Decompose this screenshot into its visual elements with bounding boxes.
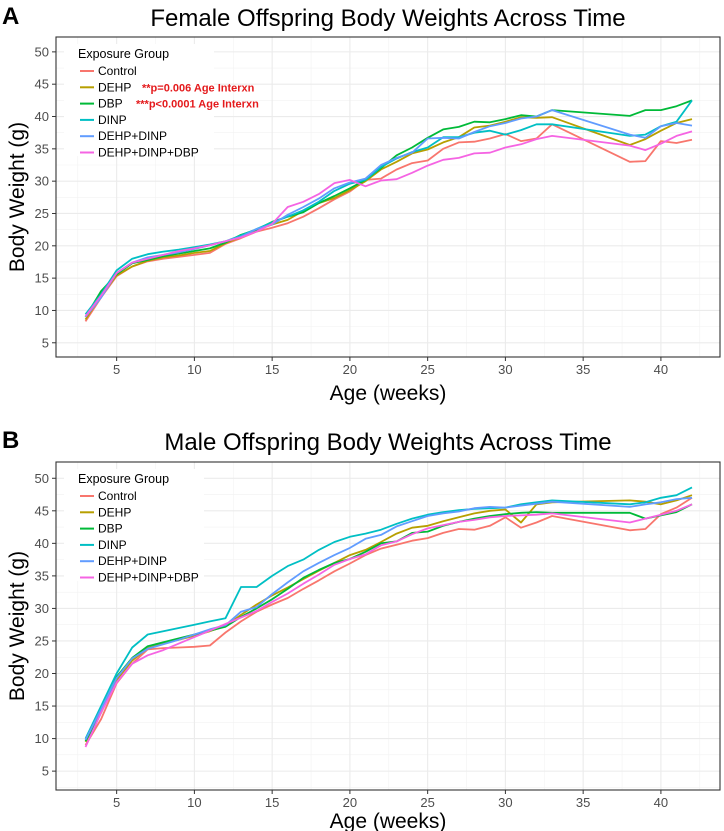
panel-label-b: B (2, 427, 19, 454)
y-tick-label: 45 (35, 77, 49, 92)
legend-background (64, 44, 214, 156)
x-tick-label: 40 (654, 795, 668, 810)
female-series-line-dinp (84, 99, 693, 315)
y-tick-label: 50 (35, 44, 49, 59)
legend-label: DEHP+DINP (98, 129, 167, 143)
legend-label: Control (98, 489, 137, 503)
legend-label: Control (98, 64, 137, 78)
male-series-line-dehp-dinp-dbp (84, 503, 693, 748)
legend-background (64, 469, 204, 581)
y-tick-label: 25 (35, 633, 49, 648)
x-tick-label: 35 (576, 362, 590, 377)
legend-label: DEHP (98, 80, 131, 94)
y-tick-label: 20 (35, 666, 49, 681)
x-tick-label: 40 (654, 362, 668, 377)
y-tick-label: 15 (35, 699, 49, 714)
legend-label: DEHP+DINP+DBP (98, 571, 199, 585)
female-series-line-dehp-dinp (84, 109, 693, 318)
x-tick-label: 15 (265, 362, 279, 377)
significance-annotation-dehp: **p=0.006 Age Interxn (142, 82, 255, 94)
y-tick-label: 30 (35, 174, 49, 189)
x-tick-label: 15 (265, 795, 279, 810)
y-tick-label: 40 (35, 109, 49, 124)
x-tick-label: 5 (113, 362, 120, 377)
panel-label-a: A (2, 3, 19, 30)
chart-title-male: Male Offspring Body Weights Across Time (164, 429, 611, 456)
legend-label: DEHP+DINP (98, 554, 167, 568)
legend-label: DINP (98, 538, 127, 552)
x-tick-label: 5 (113, 795, 120, 810)
x-tick-label: 20 (343, 795, 357, 810)
y-axis-title-female: Body Weight (g) (6, 122, 29, 272)
y-axis-title-male: Body Weight (g) (6, 551, 29, 701)
y-tick-label: 20 (35, 238, 49, 253)
male-series-line-dinp (84, 486, 693, 739)
legend-label: DBP (98, 522, 123, 536)
y-tick-label: 50 (35, 471, 49, 486)
y-tick-label: 5 (42, 335, 49, 350)
legend-label: DBP (98, 97, 123, 111)
panel-a-female: A Female Offspring Body Weights Across T… (2, 3, 721, 405)
x-tick-label: 35 (576, 795, 590, 810)
x-axis-title-female: Age (weeks) (330, 382, 447, 405)
x-tick-label: 25 (420, 795, 434, 810)
plot-border (55, 461, 721, 791)
y-tick-label: 40 (35, 536, 49, 551)
y-tick-label: 30 (35, 601, 49, 616)
y-tick-label: 35 (35, 568, 49, 583)
male-series-line-dehp-dinp (84, 496, 693, 741)
y-tick-label: 45 (35, 503, 49, 518)
legend-label: DINP (98, 113, 127, 127)
chart-title-female: Female Offspring Body Weights Across Tim… (150, 5, 625, 32)
y-tick-label: 10 (35, 303, 49, 318)
x-axis-title-male: Age (weeks) (330, 810, 447, 831)
y-tick-label: 10 (35, 731, 49, 746)
x-tick-label: 20 (343, 362, 357, 377)
significance-annotation-dbp: ***p<0.0001 Age Interxn (136, 99, 259, 111)
x-tick-label: 30 (498, 362, 512, 377)
y-tick-label: 35 (35, 141, 49, 156)
plot-border (55, 36, 721, 358)
y-tick-label: 15 (35, 271, 49, 286)
female-series-line-dehp (84, 116, 693, 320)
x-tick-label: 10 (187, 362, 201, 377)
y-tick-label: 25 (35, 206, 49, 221)
female-series-line-dehp-dinp-dbp (84, 130, 693, 317)
x-tick-label: 10 (187, 795, 201, 810)
male-series-line-dbp (84, 503, 693, 742)
male-legend: Exposure Group Control DEHP DBP DINP DEHP+DIN… (64, 469, 204, 585)
female-legend: Exposure Group Control DEHP **p=0.006 Age I… (64, 44, 259, 160)
x-tick-label: 25 (420, 362, 434, 377)
y-tick-label: 5 (42, 764, 49, 779)
legend-label: DEHP+DINP+DBP (98, 146, 199, 160)
male-series-line-control (84, 497, 693, 746)
legend-title: Exposure Group (78, 47, 169, 61)
x-tick-label: 30 (498, 795, 512, 810)
legend-title: Exposure Group (78, 472, 169, 486)
legend-label: DEHP (98, 505, 131, 519)
panel-b-male: B Male Offspring Body Weights Across Tim… (2, 427, 721, 831)
